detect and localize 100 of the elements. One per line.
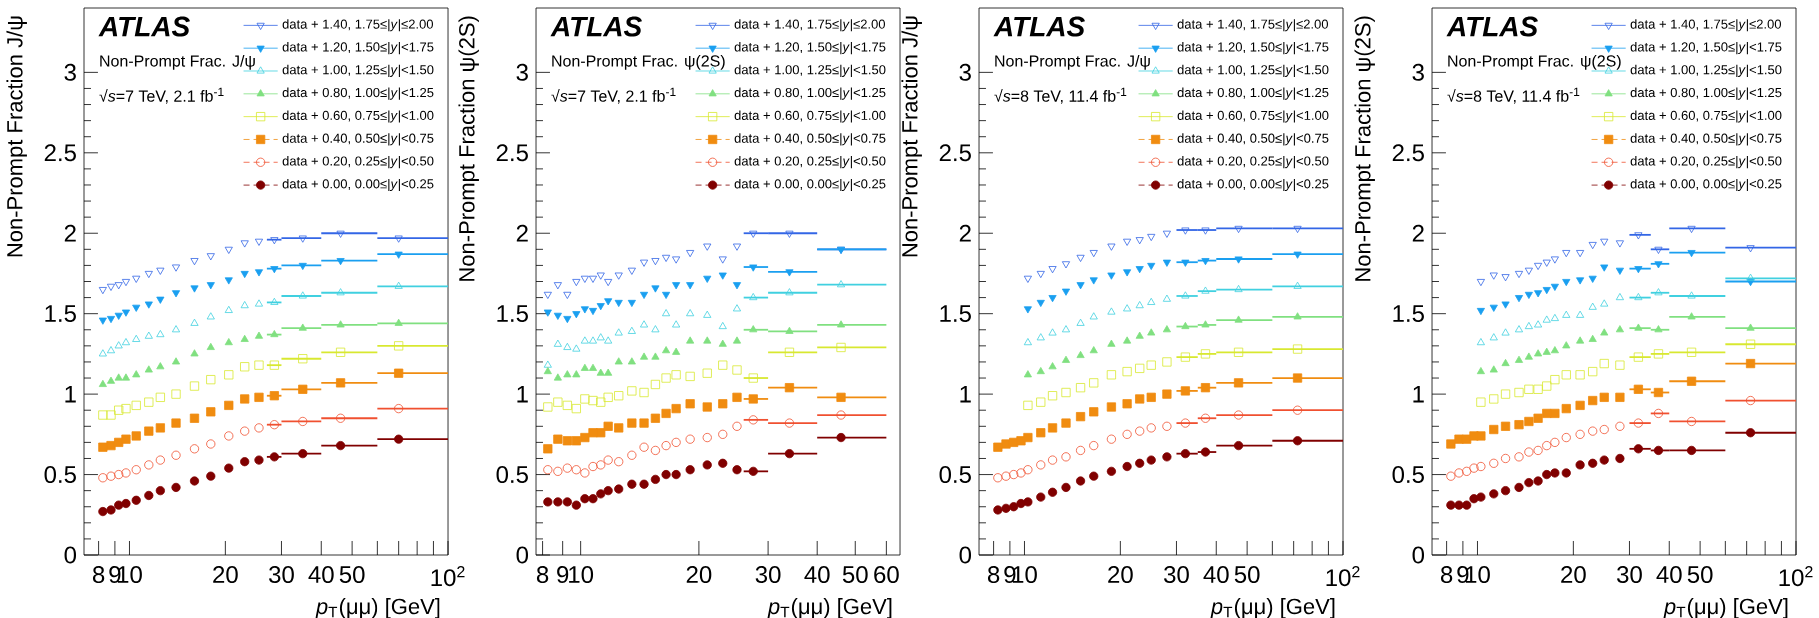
x-tick-label: 8 [1440,566,1453,584]
annotation: Non-Prompt Frac. J/ψ [995,54,1150,70]
x-tick-label: 60 [874,566,899,584]
legend-label: data + 1.00, 1.25≤|y|<1.50 [734,64,886,77]
legend-label: data + 0.40, 0.50≤|y|<0.75 [734,133,886,146]
annotation: √s=8 TeV, 11.4 fb$^{-1}$ [1447,87,1580,104]
y-tick-label: 2.5 [939,144,971,162]
y-tick-label: 3 [64,63,76,81]
y-tick-label: 0.5 [44,466,76,484]
y-tick-label: 1 [960,385,971,403]
annotation: ATLAS [550,16,642,37]
legend-label: data + 0.00, 0.00≤|y|<0.25 [1177,178,1329,192]
y-axis-title: Non-Prompt Fraction J/ψ [901,16,922,257]
legend-label: data + 0.40, 0.50≤|y|<0.75 [1630,133,1782,146]
x-axis-title: p$_{T}$(μμ) [GeV] [1663,598,1788,618]
x-tick-label: 20 [213,566,238,584]
legend-label: data + 1.20, 1.50≤|y|<1.75 [734,41,886,55]
x-tick-label: 20 [1108,566,1133,584]
x-tick-label: 40 [1203,566,1229,584]
legend-label: data + 0.60, 0.75≤|y|<1.00 [734,110,886,123]
x-tick-label: 30 [1164,566,1189,584]
y-tick-label: 2 [516,224,528,242]
annotation: ATLAS [993,16,1085,37]
legend-label: data + 0.80, 1.00≤|y|<1.25 [1177,87,1329,100]
annotation: ATLAS [1446,16,1538,37]
y-axis-title: Non-Prompt Fraction ψ(2S) [458,16,479,281]
legend-label: data + 1.40, 1.75≤|y|≤2.00 [1177,19,1329,32]
legend-label: data + 1.20, 1.50≤|y|<1.75 [282,41,434,55]
legend-label: data + 1.20, 1.50≤|y|<1.75 [1177,41,1329,55]
legend-label: data + 1.40, 1.75≤|y|≤2.00 [282,19,434,32]
x-tick-label: 40 [308,566,334,584]
legend-label: data + 0.00, 0.00≤|y|<0.25 [734,178,886,192]
legend-label: data + 1.00, 1.25≤|y|<1.50 [1630,64,1782,77]
x-tick-label: 8 [92,566,105,584]
legend-label: data + 0.20, 0.25≤|y|<0.50 [1630,156,1782,169]
legend-label: data + 0.20, 0.25≤|y|<0.50 [1177,156,1329,169]
y-tick-label: 1 [65,385,76,403]
x-tick-label: 50 [339,566,365,584]
y-tick-label: 0 [1412,546,1425,564]
x-tick-label: 20 [686,566,712,584]
legend-label: data + 0.40, 0.50≤|y|<0.75 [282,133,434,146]
x-tick-label: 30 [1617,566,1642,584]
legend-label: data + 0.20, 0.25≤|y|<0.50 [734,156,886,169]
y-tick-label: 0.5 [496,466,528,484]
y-axis-title: Non-Prompt Fraction J/ψ [6,16,27,257]
y-tick-label: 0.5 [1392,466,1424,484]
y-tick-label: 2.5 [496,144,528,162]
y-tick-label: 0.5 [939,466,971,484]
legend-label: data + 1.00, 1.25≤|y|<1.50 [282,64,434,77]
legend-label: data + 0.60, 0.75≤|y|<1.00 [282,110,434,123]
y-tick-label: 1.5 [497,305,528,323]
x-axis-title: p$_{T}$(μμ) [GeV] [1210,598,1335,618]
x-tick-label: 10$^{2}$ [431,566,465,587]
y-tick-label: 0 [959,546,972,564]
legend-label: data + 1.20, 1.50≤|y|<1.75 [1630,41,1782,55]
x-tick-label: 40 [1656,566,1682,584]
annotation: √s=7 TeV, 2.1 fb$^{-1}$ [551,87,676,104]
legend-label: data + 1.00, 1.25≤|y|<1.50 [1177,64,1329,77]
legend-label: data + 0.60, 0.75≤|y|<1.00 [1177,110,1329,123]
x-tick-label: 20 [1561,566,1586,584]
x-tick-label: 10$^{2}$ [1779,566,1813,587]
y-tick-label: 1.5 [940,305,971,323]
y-tick-label: 2.5 [44,144,76,162]
legend-label: data + 1.40, 1.75≤|y|≤2.00 [734,19,886,32]
x-axis-title: p$_{T}$(μμ) [GeV] [767,598,892,618]
legend-label: data + 0.60, 0.75≤|y|<1.00 [1630,110,1782,123]
x-tick-label: 9 [557,566,569,584]
legend-label: data + 0.80, 1.00≤|y|<1.25 [734,87,886,100]
annotation: √s=7 TeV, 2.1 fb$^{-1}$ [99,87,224,104]
annotation: ATLAS [98,16,190,37]
x-axis-title: p$_{T}$(μμ) [GeV] [315,598,440,618]
y-tick-label: 3 [516,63,528,81]
annotation: Non-Prompt Frac. J/ψ [100,54,255,70]
x-tick-label: 8 [987,566,1000,584]
legend-label: data + 0.00, 0.00≤|y|<0.25 [1630,178,1782,192]
legend-label: data + 0.20, 0.25≤|y|<0.50 [282,156,434,169]
legend-label: data + 0.40, 0.50≤|y|<0.75 [1177,133,1329,146]
legend-label: data + 0.80, 1.00≤|y|<1.25 [282,87,434,100]
y-tick-label: 1 [517,385,528,403]
annotation: Non-Prompt Frac. ψ(2S) [552,54,725,70]
y-tick-label: 1.5 [45,305,76,323]
x-tick-label: 10 [569,566,594,584]
y-axis-title: Non-Prompt Fraction ψ(2S) [1354,16,1375,281]
y-tick-label: 2.5 [1392,144,1424,162]
annotation: Non-Prompt Frac. ψ(2S) [1448,54,1621,70]
x-tick-label: 30 [269,566,294,584]
x-tick-label: 8 [536,566,549,584]
x-tick-label: 30 [755,566,781,584]
y-tick-label: 0 [64,546,77,564]
legend-label: data + 0.80, 1.00≤|y|<1.25 [1630,87,1782,100]
y-tick-label: 2 [959,224,971,242]
y-tick-label: 3 [1412,63,1424,81]
x-tick-label: 40 [804,566,830,584]
y-tick-label: 1.5 [1393,305,1424,323]
annotation: √s=8 TeV, 11.4 fb$^{-1}$ [994,87,1127,104]
legend-label: data + 1.40, 1.75≤|y|≤2.00 [1630,19,1782,32]
legend-label: data + 0.00, 0.00≤|y|<0.25 [282,178,434,192]
y-tick-label: 2 [64,224,76,242]
y-tick-label: 2 [1412,224,1424,242]
x-tick-label: 50 [1687,566,1713,584]
